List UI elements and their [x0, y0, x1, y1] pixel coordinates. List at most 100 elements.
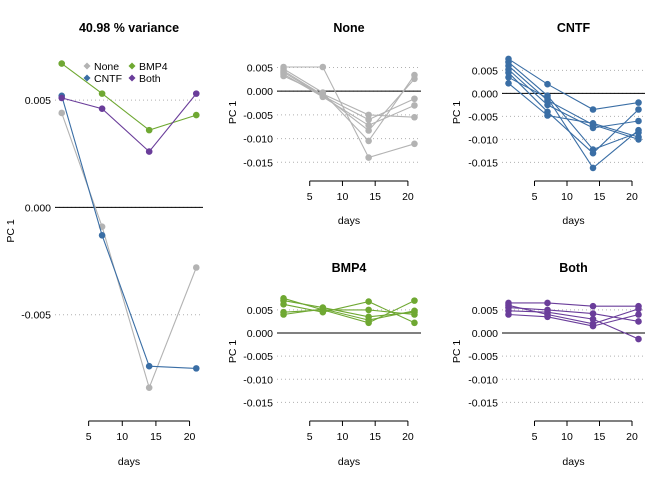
legend-label: None	[94, 61, 119, 73]
legend-marker	[83, 62, 91, 70]
data-point	[544, 308, 551, 316]
panel-title: BMP4	[332, 261, 367, 275]
legend-label: BMP4	[139, 61, 168, 73]
data-point	[544, 299, 551, 307]
data-point	[98, 231, 106, 239]
data-point	[145, 362, 153, 370]
data-point	[365, 137, 372, 145]
legend-label: Both	[139, 73, 161, 85]
series-line	[283, 68, 415, 142]
y-tick-label: -0.015	[468, 157, 498, 169]
x-tick-label: 15	[369, 431, 381, 443]
data-point	[145, 384, 153, 391]
x-axis-label: days	[562, 456, 584, 468]
series-line	[508, 58, 639, 111]
data-point	[411, 297, 418, 304]
data-point	[589, 164, 597, 172]
data-point	[365, 116, 372, 123]
data-point	[589, 310, 597, 317]
data-point	[635, 106, 642, 113]
y-tick-label: 0.000	[25, 202, 51, 214]
panel-title: CNTF	[557, 21, 591, 35]
data-point	[544, 94, 551, 102]
series-line	[283, 300, 415, 318]
data-point	[589, 106, 597, 113]
data-point	[319, 305, 327, 313]
data-point	[192, 365, 200, 372]
data-point	[589, 124, 597, 132]
data-point	[635, 311, 642, 318]
series-line	[508, 304, 639, 325]
y-axis-label: PC 1	[227, 101, 239, 125]
data-point	[635, 126, 642, 134]
x-tick-label: 15	[369, 191, 381, 203]
x-tick-label: 20	[184, 431, 196, 443]
panel-title: Both	[559, 261, 587, 275]
y-tick-label: -0.005	[243, 351, 273, 363]
data-point	[505, 74, 512, 81]
x-tick-label: 5	[532, 431, 538, 443]
series-line	[283, 70, 415, 132]
data-point	[365, 111, 372, 119]
y-tick-label: -0.005	[243, 110, 273, 122]
data-point	[411, 102, 418, 109]
legend-marker	[128, 74, 136, 82]
data-point	[365, 306, 372, 314]
series-line	[283, 309, 415, 316]
data-point	[192, 264, 200, 271]
x-tick-label: 20	[626, 431, 638, 443]
y-tick-label: -0.015	[243, 397, 273, 409]
data-point	[589, 120, 597, 127]
data-point	[635, 305, 642, 313]
data-point	[544, 112, 551, 119]
y-tick-label: 0.005	[247, 62, 273, 74]
data-point	[411, 95, 418, 103]
chart-panel-3: BMP4 0.005 0.000 -0.005 -0.010 -0.015 5 10 15 20 d…	[227, 261, 421, 468]
data-point	[98, 90, 106, 97]
x-tick-label: 10	[561, 431, 573, 443]
chart-panel-2: CNTF 0.005 0.000 -0.005 -0.010 -0.015 5 10 15 20 d…	[451, 21, 645, 227]
data-point	[365, 316, 372, 324]
data-point	[98, 105, 106, 112]
series-line	[283, 308, 415, 321]
series-line	[508, 72, 639, 154]
data-point	[544, 313, 551, 321]
series-line	[508, 307, 639, 322]
data-point	[280, 301, 287, 308]
y-tick-label: -0.010	[468, 134, 498, 146]
x-tick-label: 15	[594, 191, 606, 203]
data-point	[319, 63, 327, 71]
data-point	[58, 94, 66, 102]
y-tick-label: -0.010	[468, 374, 498, 386]
x-tick-label: 10	[116, 431, 128, 443]
legend-marker	[83, 74, 91, 82]
data-point	[411, 113, 418, 121]
x-axis-label: days	[562, 215, 584, 227]
data-point	[411, 319, 418, 327]
y-tick-label: 0.000	[247, 328, 273, 340]
data-point	[505, 311, 512, 318]
series-line	[508, 82, 639, 138]
series-line	[61, 63, 197, 131]
data-point	[589, 149, 597, 157]
panel-title: None	[333, 21, 364, 35]
data-point	[411, 140, 418, 148]
x-tick-label: 5	[86, 431, 92, 443]
data-point	[635, 133, 642, 141]
data-point	[635, 117, 642, 125]
panel-title: 40.98 % variance	[79, 21, 179, 35]
data-point	[411, 307, 418, 315]
chart-panel-0: 40.98 % variance 0.005 0.000 -0.005 5 10 15 20 d…	[5, 21, 203, 468]
x-tick-label: 20	[626, 191, 638, 203]
series-line	[508, 76, 639, 169]
data-point	[192, 90, 200, 97]
chart-panel-1: None 0.005 0.000 -0.005 -0.010 -0.015 5 10 15 20 d…	[227, 21, 421, 227]
y-tick-label: -0.010	[243, 374, 273, 386]
y-tick-label: 0.000	[472, 328, 498, 340]
y-tick-label: 0.000	[247, 86, 273, 98]
y-tick-label: 0.005	[472, 305, 498, 317]
series-line	[61, 93, 197, 153]
data-point	[589, 302, 597, 310]
data-point	[58, 109, 66, 117]
x-tick-label: 10	[561, 191, 573, 203]
